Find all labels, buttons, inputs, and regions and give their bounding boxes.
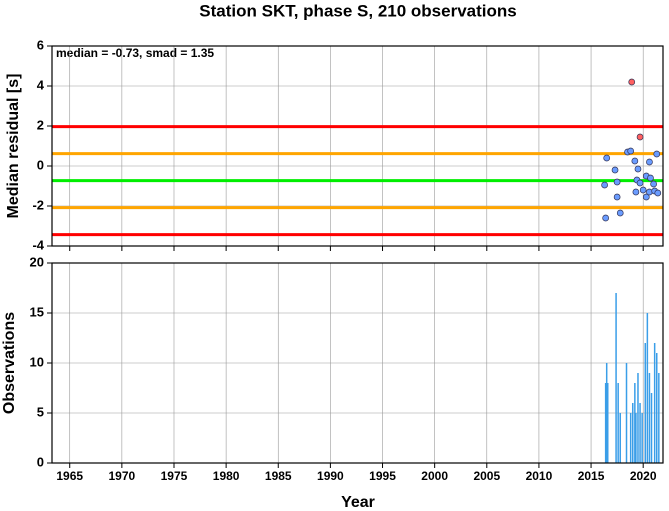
point — [616, 209, 624, 217]
point — [603, 154, 611, 162]
y-tick-label: -2 — [32, 197, 44, 212]
x-tick-label: 1990 — [317, 469, 344, 483]
x-tick-label: 2015 — [578, 469, 605, 483]
x-tick-label: 1995 — [369, 469, 396, 483]
y-tick-label: 15 — [30, 304, 44, 319]
point — [639, 186, 647, 194]
point — [602, 214, 610, 222]
point — [636, 179, 644, 187]
y-tick-label: 10 — [30, 354, 44, 369]
point — [631, 157, 639, 165]
plot-frame — [51, 45, 664, 247]
point — [654, 189, 662, 197]
x-tick-label: 2010 — [526, 469, 553, 483]
y-tick-label: 0 — [37, 157, 44, 172]
point — [611, 166, 619, 174]
point — [653, 150, 661, 158]
x-tick-label: 2005 — [473, 469, 500, 483]
y-tick-label: 6 — [37, 37, 44, 52]
point — [627, 147, 635, 155]
y-tick-label: 5 — [37, 404, 44, 419]
point — [646, 158, 653, 166]
x-tick-label: 1980 — [213, 469, 240, 483]
x-tick-label: 1975 — [161, 469, 188, 483]
point — [647, 174, 654, 182]
point — [628, 78, 636, 86]
x-tick-label: 2020 — [630, 469, 657, 483]
point — [632, 188, 640, 196]
point — [650, 180, 657, 188]
x-tick-label: 2000 — [421, 469, 448, 483]
x-axis-label: Year — [341, 494, 375, 511]
point — [613, 193, 621, 201]
point — [601, 181, 608, 189]
annotation: median = -0.73, smad = 1.35 — [56, 46, 214, 60]
y-axis-label: Median residual [s] — [5, 74, 22, 219]
point — [613, 178, 621, 186]
point — [636, 133, 644, 141]
plot-frame — [51, 262, 664, 464]
point — [634, 165, 642, 173]
y-tick-label: 20 — [30, 254, 44, 269]
chart-title: Station SKT, phase S, 210 observations — [199, 1, 516, 20]
x-tick-label: 1970 — [109, 469, 136, 483]
y-axis-label: Observations — [1, 312, 18, 414]
point — [642, 193, 650, 201]
y-tick-label: 0 — [37, 454, 44, 469]
x-tick-label: 1965 — [56, 469, 83, 483]
y-tick-label: 4 — [37, 77, 45, 92]
x-tick-label: 1985 — [265, 469, 292, 483]
y-tick-label: -4 — [32, 237, 44, 252]
y-tick-label: 2 — [37, 117, 44, 132]
